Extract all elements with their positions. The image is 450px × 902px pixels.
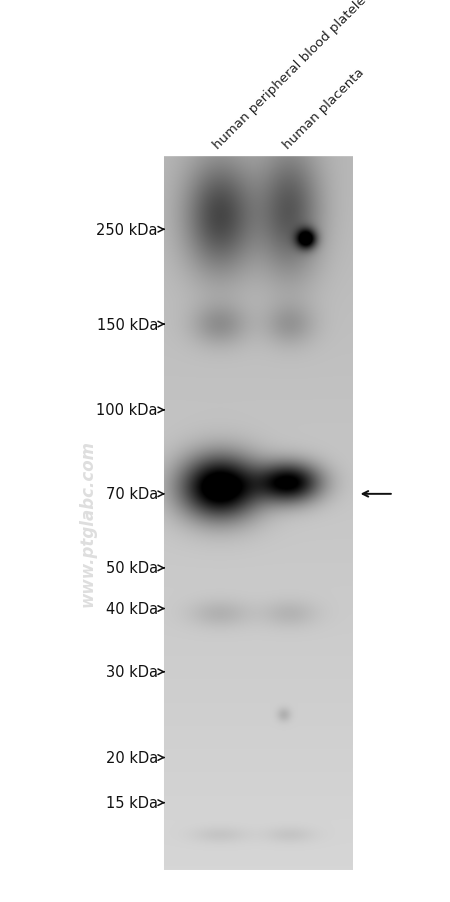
Text: 50 kDa: 50 kDa <box>106 561 158 575</box>
Text: 100 kDa: 100 kDa <box>96 403 158 418</box>
Text: 15 kDa: 15 kDa <box>106 796 158 810</box>
Text: www.ptglabc.com: www.ptglabc.com <box>79 440 97 606</box>
Text: human placenta: human placenta <box>281 66 367 152</box>
Text: 70 kDa: 70 kDa <box>106 487 158 502</box>
Text: human peripheral blood platelets: human peripheral blood platelets <box>212 0 378 152</box>
Text: 30 kDa: 30 kDa <box>106 665 158 679</box>
Text: 250 kDa: 250 kDa <box>96 223 158 237</box>
Text: 40 kDa: 40 kDa <box>106 602 158 616</box>
Text: 150 kDa: 150 kDa <box>97 318 158 332</box>
Text: 20 kDa: 20 kDa <box>106 750 158 765</box>
